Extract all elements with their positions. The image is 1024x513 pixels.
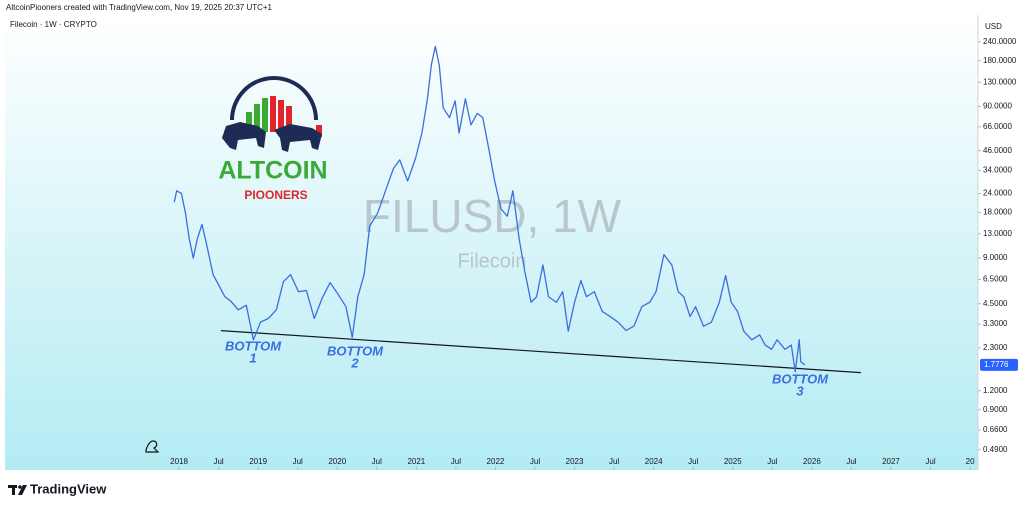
x-tick-label: 2027 [882,457,900,466]
x-tick-label: 2019 [249,457,267,466]
logo-arc [230,76,318,121]
x-tick-label: 20 [966,457,975,466]
y-tick-label: 46.0000 [983,146,1012,155]
x-tick-label: Jul [293,457,303,466]
y-tick-label: 66.0000 [983,122,1012,131]
y-tick-label: 24.0000 [983,189,1012,198]
x-tick-label: 2026 [803,457,821,466]
last-price-box [980,358,1018,371]
y-tick-label: 9.0000 [983,253,1008,262]
y-tick-label: 0.9000 [983,405,1008,414]
x-tick-label: 2022 [487,457,505,466]
logo-bar [262,98,268,132]
logo-bar [254,104,260,132]
x-tick-label: 2020 [328,457,346,466]
x-tick-label: Jul [451,457,461,466]
logo-bull [222,122,266,150]
symbol-info: Filecoin · 1W · CRYPTO [10,20,97,29]
x-tick-label: 2021 [407,457,425,466]
footer-logo-mark [12,485,15,495]
annotation: 3 [796,383,804,398]
x-tick-label: 2023 [566,457,584,466]
y-tick-label: 1.2000 [983,386,1008,395]
x-tick-label: Jul [846,457,856,466]
footer-logo-mark [18,485,22,489]
logo-bar [316,125,322,137]
annotation: 2 [350,355,359,370]
footer-logo: TradingView [8,481,107,496]
currency-label: USD [985,22,1002,31]
x-tick-label: Jul [688,457,698,466]
logo: ALTCOIN PIOONERS [218,76,328,202]
y-tick-label: 90.0000 [983,102,1012,111]
annotation: BOTTOM [225,338,282,353]
footer-logo-mark [18,485,27,495]
x-tick-label: Jul [609,457,619,466]
y-tick-label: 6.5000 [983,275,1008,284]
logo-title: ALTCOIN [218,157,327,185]
y-tick-label: 34.0000 [983,166,1012,175]
watermark-title: FILUSD, 1W [363,190,622,242]
header-text: AltcoinPiooners created with TradingView… [6,3,273,12]
x-tick-label: Jul [530,457,540,466]
y-tick-label: 18.0000 [983,208,1012,217]
y-tick-label: 2.3000 [983,343,1008,352]
x-tick-label: Jul [767,457,777,466]
plot-background [5,15,978,470]
last-price-label: 1.7776 [984,360,1009,369]
y-tick-label: 4.5000 [983,299,1008,308]
footer-brand: TradingView [30,481,107,496]
watermark-subtitle: Filecoin [458,250,527,272]
y-tick-label: 0.6600 [983,425,1008,434]
y-tick-label: 13.0000 [983,229,1012,238]
y-tick-label: 240.0000 [983,37,1017,46]
y-tick-label: 130.0000 [983,77,1017,86]
x-tick-label: 2024 [645,457,663,466]
annotation: BOTTOM [327,343,384,358]
dino-icon [145,440,160,453]
x-tick-label: Jul [925,457,935,466]
logo-bear [274,124,322,152]
y-tick-label: 3.3000 [983,319,1008,328]
annotation: BOTTOM [772,371,829,386]
x-tick-label: Jul [213,457,223,466]
y-tick-label: 0.4900 [983,445,1008,454]
y-tick-label: 180.0000 [983,56,1017,65]
logo-bar [278,100,284,132]
logo-subtitle: PIOONERS [244,188,307,202]
annotation: 1 [249,350,256,365]
logo-bar [246,112,252,132]
x-tick-label: 2018 [170,457,188,466]
x-tick-label: 2025 [724,457,742,466]
x-tick-label: Jul [372,457,382,466]
logo-bar [270,96,276,132]
trendline [220,330,861,374]
logo-bar [286,106,292,132]
price-line [173,45,806,373]
